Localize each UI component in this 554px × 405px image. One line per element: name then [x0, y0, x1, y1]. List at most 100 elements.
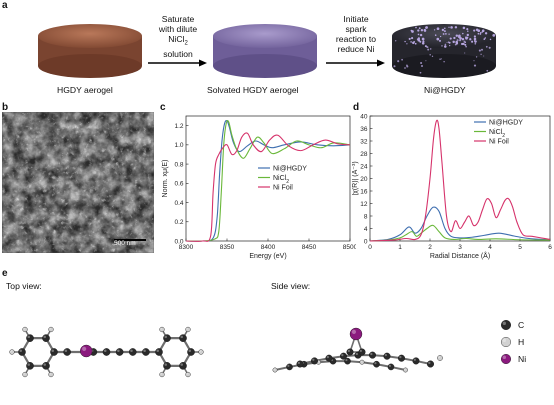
hydrogen-atom: [22, 371, 28, 378]
carbon-atom: [42, 362, 50, 370]
x-tick-label: 8300: [179, 244, 194, 251]
atom-highlight: [156, 349, 160, 352]
x-tick-label: 8350: [220, 244, 235, 251]
series-line: [185, 132, 351, 242]
y-axis-label: |χ(R)| (Å⁻³): [352, 161, 359, 195]
xanes-chart: 8300 8350 8400 8450 8500 0.0 0.2 0.4 0.6 0.8 1.0 1.…: [162, 115, 356, 260]
y-tick-label: 0.8: [174, 161, 183, 168]
panel-letter-d: d: [353, 102, 360, 113]
carbon-atom: [340, 352, 348, 360]
side-view-label: Side view:: [271, 281, 311, 291]
atom-highlight: [160, 372, 162, 375]
x-tick-label: 3: [458, 244, 462, 251]
legend-entry: Ni@HGDY: [273, 165, 307, 172]
atom-highlight: [19, 349, 22, 352]
series-line: [185, 119, 351, 242]
y-axis-label: Norm. xμ(E): [162, 160, 169, 198]
atom-legend-c: C: [518, 320, 525, 330]
legend-atom-icon: [501, 337, 512, 348]
atom-highlight: [370, 352, 373, 356]
carbon-atom: [26, 362, 34, 370]
atom-highlight: [287, 364, 290, 367]
y-tick-label: 32: [360, 138, 368, 145]
hydrogen-atom: [185, 326, 191, 333]
carbon-atom: [296, 360, 304, 368]
sem-image: [2, 112, 154, 253]
step-label-spark: Initiate spark reaction to reduce Ni: [335, 14, 377, 54]
hydrogen-atom: [9, 349, 15, 355]
legend-entry: Ni@HGDY: [489, 119, 523, 126]
atom-highlight: [43, 335, 47, 339]
panel-letter-e: e: [2, 268, 8, 279]
atom-highlight: [23, 327, 25, 330]
atom-highlight: [502, 321, 506, 325]
hydrogen-atom: [437, 355, 443, 361]
atom-highlight: [351, 329, 356, 334]
hydrogen-atom: [403, 367, 408, 373]
x-tick-label: 5: [518, 244, 522, 251]
carbon-atom: [187, 348, 195, 356]
x-tick-label: 0: [368, 244, 372, 251]
solvated-aerogel-disk: [213, 24, 317, 78]
panel-letter-c: c: [160, 102, 166, 113]
x-tick-label: 8450: [302, 244, 317, 251]
series-line: [369, 206, 551, 242]
carbon-atom: [346, 348, 354, 356]
atom-highlight: [23, 372, 25, 375]
atom-highlight: [428, 361, 431, 364]
carbon-atom: [115, 348, 124, 356]
carbon-atom: [387, 363, 395, 371]
legend-atom-icon: [501, 320, 512, 331]
atom-highlight: [345, 358, 348, 362]
series-line: [369, 119, 551, 242]
y-tick-label: 16: [360, 188, 368, 195]
atom-highlight: [312, 358, 315, 361]
hydrogen-atom: [159, 326, 165, 333]
aerogel-schematic: [38, 24, 496, 78]
atom-highlight: [143, 349, 146, 352]
atom-highlight: [360, 360, 363, 363]
carbon-atom: [344, 357, 351, 365]
atom-highlight: [273, 368, 276, 370]
carbon-atom: [163, 362, 171, 370]
stage-caption: Solvated HGDY aerogel: [207, 85, 299, 95]
panel-letter-b: b: [2, 102, 9, 113]
atom-highlight: [64, 349, 68, 352]
panel-letter-a: a: [2, 0, 8, 11]
y-tick-label: 12: [360, 201, 368, 208]
hydrogen-atom: [359, 359, 365, 365]
carbon-atom: [427, 360, 435, 368]
x-tick-label: 2: [428, 244, 432, 251]
carbon-atom: [286, 363, 293, 371]
atom-highlight: [388, 364, 392, 367]
series-line: [369, 224, 551, 242]
atom-highlight: [82, 346, 87, 351]
atom-highlight: [502, 338, 506, 342]
carbon-atom: [50, 348, 58, 356]
atom-highlight: [502, 355, 506, 359]
atom-highlight: [180, 363, 184, 366]
x-tick-label: 6: [548, 244, 552, 251]
y-tick-label: 0.4: [174, 200, 183, 207]
carbon-atom: [311, 357, 319, 365]
carbon-atom: [155, 348, 163, 356]
nickel-atom: [80, 344, 93, 358]
atom-highlight: [347, 349, 350, 352]
atom-highlight: [103, 349, 107, 352]
y-tick-label: 0.0: [174, 238, 183, 245]
hydrogen-atom: [272, 367, 278, 373]
carbon-atom: [383, 352, 391, 360]
y-tick-label: 20: [360, 176, 368, 183]
legend-entry: NiCl2: [273, 175, 289, 185]
legend-atom-icon: [501, 353, 512, 364]
y-tick-label: 0.6: [174, 181, 183, 188]
y-tick-label: 1.0: [174, 142, 183, 149]
arrow-icon: [148, 59, 385, 67]
y-tick-label: 4: [364, 226, 368, 233]
x-tick-label: 8400: [261, 244, 276, 251]
ni-hgdy-disk: [392, 24, 496, 78]
atom-highlight: [49, 327, 51, 330]
atom-highlight: [399, 355, 402, 359]
step-label-saturate: Saturate with dilute NiCl2 solution: [158, 14, 198, 59]
legend-entry: Ni Foil: [273, 184, 293, 191]
